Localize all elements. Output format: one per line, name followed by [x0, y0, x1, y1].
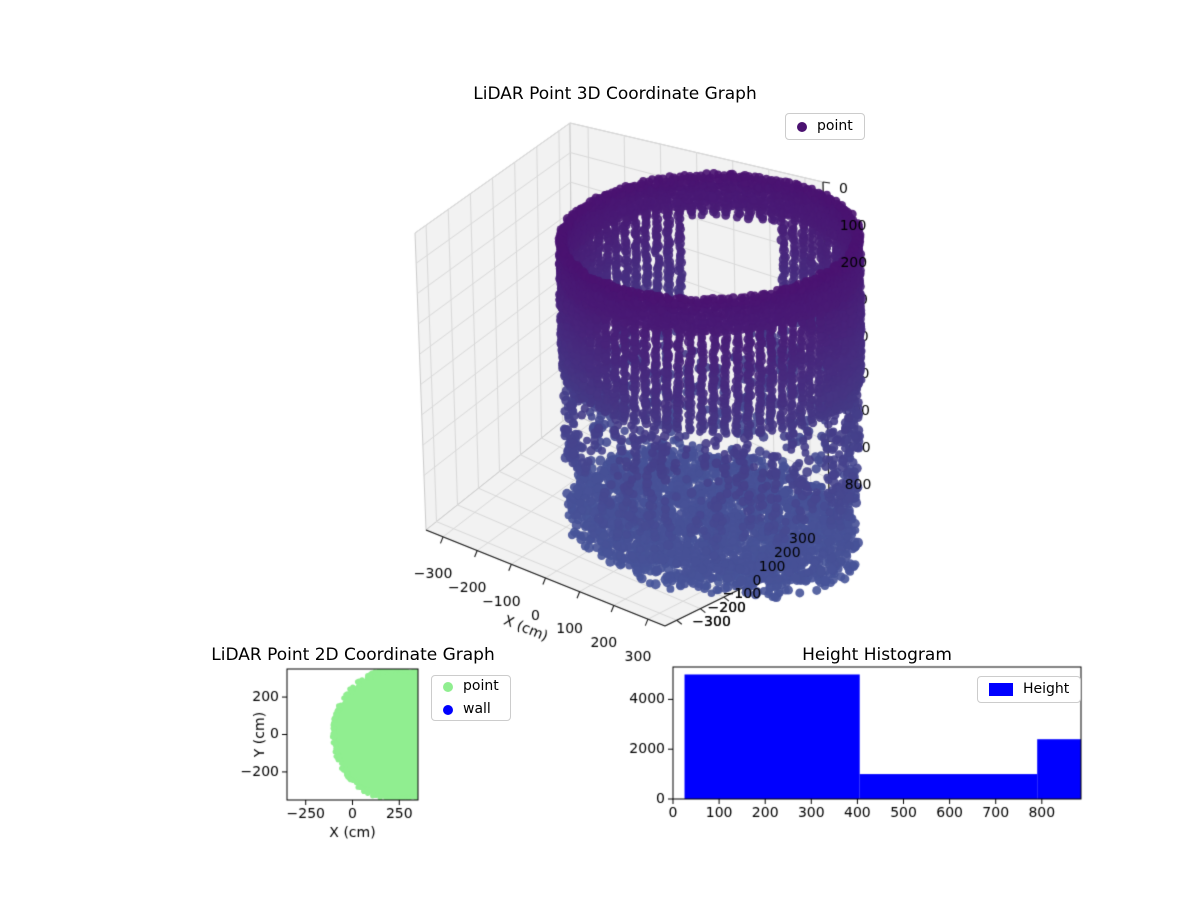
chart3d-title: LiDAR Point 3D Coordinate Graph: [473, 84, 757, 104]
point-marker-icon: [797, 121, 807, 132]
chart2d-title: LiDAR Point 2D Coordinate Graph: [211, 645, 495, 665]
legend-label: Height: [1023, 681, 1070, 697]
legend-item-point: point: [786, 115, 864, 138]
legend-label: point: [463, 678, 499, 694]
legend-item-height: Height: [978, 678, 1080, 701]
legend-item-point: point: [432, 675, 510, 698]
height-swatch-icon: [989, 683, 1013, 696]
histogram-title: Height Histogram: [802, 645, 952, 665]
legend-label: wall: [463, 701, 491, 717]
legend-item-wall: wall: [432, 698, 510, 721]
chart2d-legend: point wall: [431, 675, 511, 721]
wall-marker-icon: [443, 704, 453, 715]
histogram-legend: Height: [977, 676, 1082, 703]
chart3d-legend: point: [785, 113, 865, 140]
legend-label: point: [817, 118, 853, 134]
point-marker-icon: [443, 681, 453, 692]
